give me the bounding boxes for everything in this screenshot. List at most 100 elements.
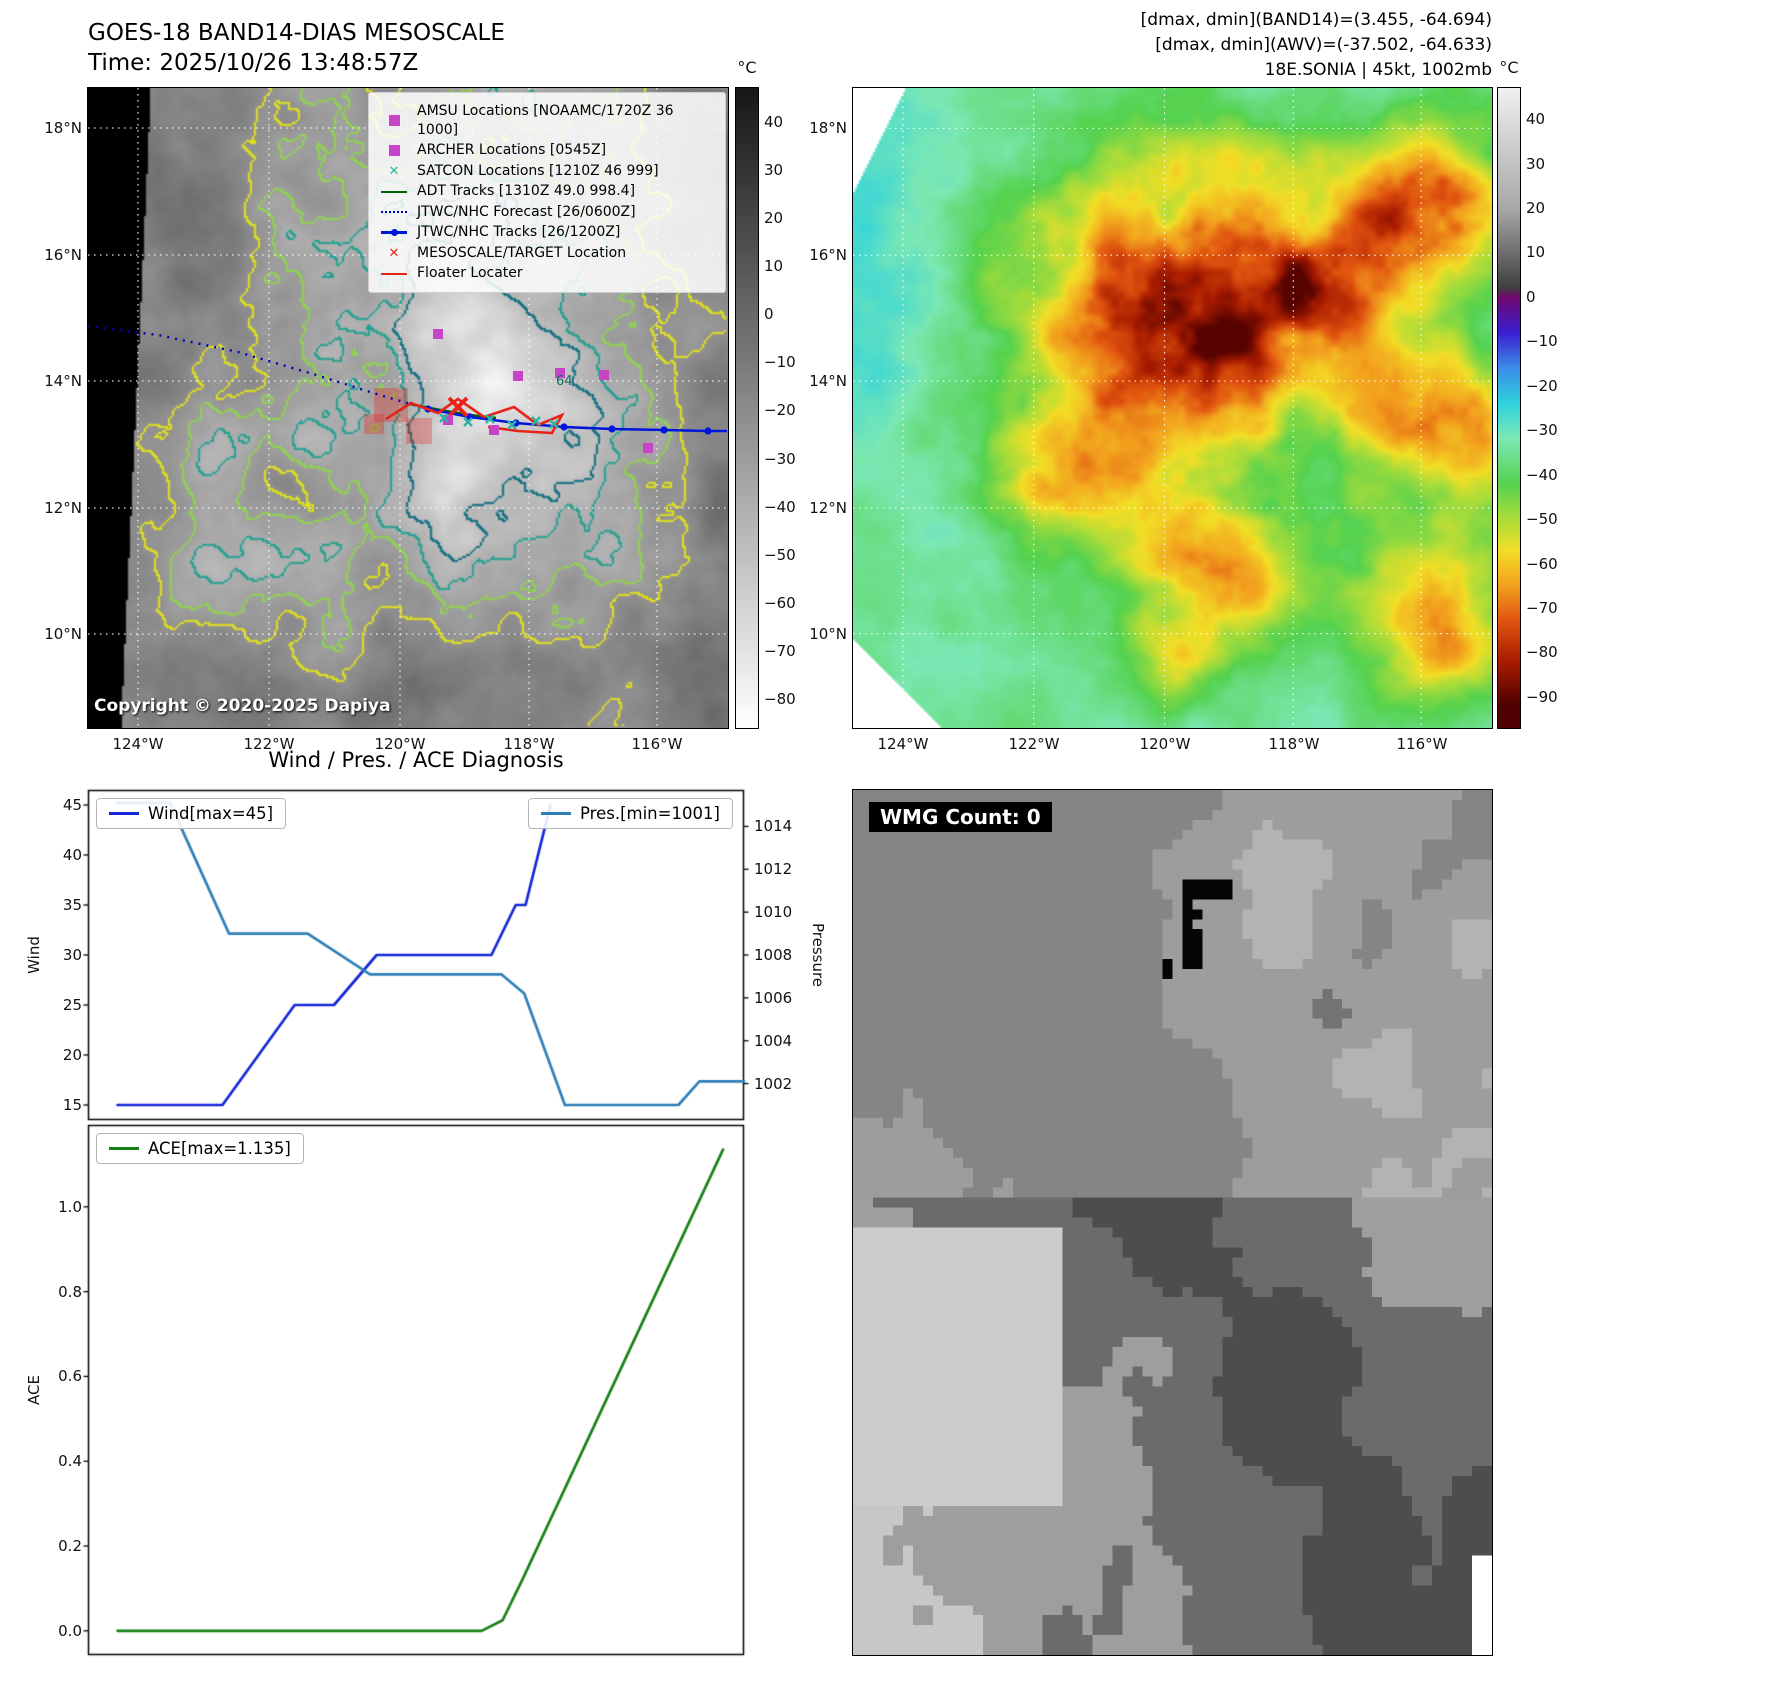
line-marker-icon [378, 272, 410, 275]
lat-tick-label: 18°N [44, 119, 82, 137]
awv-colorbar-unit: °C [1499, 58, 1519, 77]
ace-ytick-label: 1.0 [58, 1197, 82, 1216]
pressure-legend-line-icon [541, 812, 571, 815]
dotted-line-marker-icon [378, 211, 410, 213]
band14-track-overlay [88, 88, 728, 728]
wind-ytick-label: 15 [62, 1096, 82, 1114]
lon-tick-label: 120°W [374, 735, 426, 753]
line-marker-icon [378, 190, 410, 193]
wmg-count-label: WMG Count: 0 [869, 802, 1052, 832]
legend-item-label: JTWC/NHC Tracks [26/1200Z] [417, 224, 621, 240]
colorbar-tick-label: 30 [764, 160, 784, 179]
legend-item-label: ARCHER Locations [0545Z] [417, 142, 607, 158]
line-dot-marker-icon [378, 228, 410, 236]
legend-item: ✕ SATCON Locations [1210Z 46 999] [378, 162, 716, 181]
lat-tick-label: 12°N [809, 499, 847, 517]
wind-ytick-label: 45 [62, 796, 82, 814]
lat-tick-label: 16°N [44, 246, 82, 264]
band14-map: AMSU Locations [NOAAMC/1720Z 36 1000] ARC… [87, 87, 729, 729]
x-marker-icon: ✕ [388, 245, 400, 261]
ace-ytick-label: 0.0 [58, 1621, 82, 1640]
awv-header-line1: [dmax, dmin](BAND14)=(3.455, -64.694) [1140, 10, 1492, 30]
lon-tick-label: 122°W [243, 735, 295, 753]
ace-chart-canvas [80, 1117, 752, 1663]
lat-tick-label: 18°N [809, 119, 847, 137]
colorbar-tick-label: 20 [1526, 199, 1546, 217]
lon-tick-label: 122°W [1008, 735, 1060, 753]
legend-item: ADT Tracks [1310Z 49.0 998.4] [378, 182, 716, 201]
ace-legend: ACE[max=1.135] [96, 1133, 304, 1164]
wind-pressure-chart-canvas [80, 782, 752, 1128]
colorbar-tick-label: −20 [764, 401, 796, 420]
colorbar-tick-label: −60 [764, 593, 796, 612]
ace-ytick-label: 0.8 [58, 1282, 82, 1301]
colorbar-tick-label: −30 [764, 449, 796, 468]
lon-tick-label: 124°W [877, 735, 929, 753]
ace-legend-line-icon [109, 1147, 139, 1150]
colorbar-tick-label: 0 [764, 305, 774, 324]
x-marker-icon: ✕ [388, 163, 400, 179]
ace-legend-label: ACE[max=1.135] [148, 1139, 291, 1158]
band14-colorbar [735, 87, 759, 729]
wind-ytick-label: 35 [62, 896, 82, 914]
legend-item: ARCHER Locations [0545Z] [378, 141, 716, 160]
legend-item: JTWC/NHC Forecast [26/0600Z] [378, 203, 716, 222]
lon-tick-label: 116°W [631, 735, 683, 753]
wind-ytick-label: 30 [62, 946, 82, 964]
colorbar-tick-label: −50 [764, 545, 796, 564]
colorbar-tick-label: −70 [1526, 599, 1558, 617]
lon-tick-label: 120°W [1139, 735, 1191, 753]
colorbar-tick-label: −70 [764, 642, 796, 660]
lon-tick-label: 118°W [503, 735, 555, 753]
colorbar-tick-label: 0 [1526, 287, 1536, 306]
band14-title-line2: Time: 2025/10/26 13:48:57Z [88, 50, 419, 76]
colorbar-tick-label: −20 [1526, 376, 1558, 395]
legend-item-label: AMSU Locations [NOAAMC/1720Z 36 1000] [417, 102, 674, 138]
wind-legend-line-icon [109, 812, 139, 815]
band14-title-line1: GOES-18 BAND14-DIAS MESOSCALE [88, 20, 505, 46]
awv-header-line2: [dmax, dmin](AWV)=(-37.502, -64.633) [1155, 35, 1492, 55]
legend-item-label: SATCON Locations [1210Z 46 999] [417, 162, 659, 179]
awv-header-line3: 18E.SONIA | 45kt, 1002mb [1264, 60, 1492, 80]
wind-legend: Wind[max=45] [96, 798, 287, 829]
legend-item-label: Floater Locater [417, 265, 523, 281]
colorbar-tick-label: 10 [764, 257, 784, 276]
wmg-map: WMG Count: 0 [852, 789, 1493, 1656]
lat-tick-label: 10°N [809, 625, 847, 643]
legend-item: AMSU Locations [NOAAMC/1720Z 36 1000] [378, 102, 716, 140]
colorbar-tick-label: −40 [764, 497, 796, 516]
ace-ytick-label: 0.6 [58, 1367, 82, 1386]
colorbar-tick-label: 40 [1526, 110, 1546, 129]
pressure-ytick-label: 1010 [754, 903, 793, 922]
awv-map [852, 87, 1493, 729]
awv-header: [dmax, dmin](BAND14)=(3.455, -64.694) [d… [900, 8, 1492, 83]
colorbar-tick-label: 40 [764, 112, 784, 131]
colorbar-tick-label: −80 [1526, 643, 1558, 662]
lat-tick-label: 14°N [44, 372, 82, 390]
pressure-ytick-label: 1002 [754, 1074, 793, 1093]
legend-item: JTWC/NHC Tracks [26/1200Z] [378, 223, 716, 242]
lon-tick-label: 124°W [112, 735, 164, 753]
diagnosis-chart-title: Wind / Pres. / ACE Diagnosis [268, 748, 564, 772]
colorbar-tick-label: −60 [1526, 554, 1558, 573]
pressure-legend: Pres.[min=1001] [528, 798, 733, 829]
band14-colorbar-unit: °C [737, 58, 757, 77]
colorbar-tick-label: 10 [1526, 243, 1546, 262]
colorbar-tick-label: −50 [1526, 510, 1558, 529]
wmg-pixel-canvas [853, 790, 1492, 1655]
lat-tick-label: 12°N [44, 499, 82, 517]
colorbar-tick-label: −30 [1526, 421, 1558, 440]
lat-tick-label: 14°N [809, 372, 847, 390]
lat-tick-label: 10°N [44, 625, 82, 643]
wind-ytick-label: 40 [62, 846, 82, 864]
pressure-ytick-label: 1014 [754, 817, 793, 836]
square-marker-icon [378, 115, 410, 126]
colorbar-tick-label: −80 [764, 690, 796, 709]
legend-item-label: JTWC/NHC Forecast [26/0600Z] [417, 203, 636, 220]
pressure-legend-label: Pres.[min=1001] [580, 804, 720, 823]
awv-colorbar [1497, 87, 1521, 729]
colorbar-tick-label: 30 [1526, 154, 1546, 173]
pressure-axis-label: Pressure [809, 922, 827, 988]
wind-ytick-label: 25 [62, 996, 82, 1014]
lon-tick-label: 118°W [1268, 735, 1320, 753]
